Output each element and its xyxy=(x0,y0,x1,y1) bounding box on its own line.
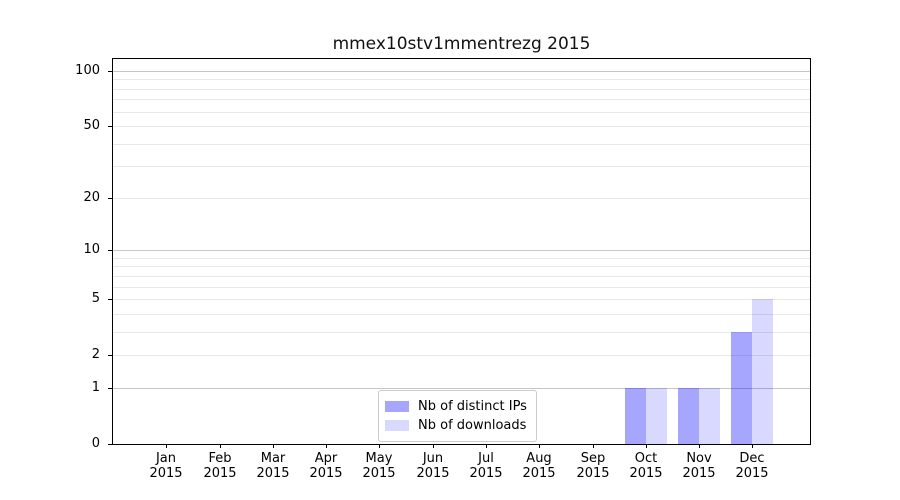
x-tick xyxy=(433,444,434,448)
legend-swatch xyxy=(385,401,409,412)
chart-title: mmex10stv1mmentrezg 2015 xyxy=(332,34,591,54)
x-tick xyxy=(539,444,540,448)
legend-item: Nb of downloads xyxy=(385,416,527,435)
y-gridline-major xyxy=(113,388,810,389)
y-gridline-minor xyxy=(113,126,810,127)
x-tick xyxy=(646,444,647,448)
y-gridline-minor xyxy=(113,287,810,288)
bar xyxy=(752,299,773,444)
x-tick-year: 2015 xyxy=(682,466,716,481)
x-tick-month: Jun xyxy=(422,451,444,466)
y-tick xyxy=(108,299,112,300)
legend-item: Nb of distinct IPs xyxy=(385,397,527,416)
y-gridline-major xyxy=(113,71,810,72)
x-tick-year: 2015 xyxy=(629,466,663,481)
y-tick xyxy=(108,250,112,251)
y-tick-label: 5 xyxy=(91,291,100,306)
y-gridline-minor xyxy=(113,166,810,167)
y-tick xyxy=(108,355,112,356)
y-gridline-minor xyxy=(113,99,810,100)
x-tick-year: 2015 xyxy=(362,466,396,481)
x-tick-year: 2015 xyxy=(309,466,343,481)
legend-swatch xyxy=(385,420,409,431)
y-gridline-minor xyxy=(113,198,810,199)
y-gridline-minor xyxy=(113,112,810,113)
y-gridline-minor xyxy=(113,144,810,145)
y-tick xyxy=(108,444,112,445)
bar xyxy=(646,388,667,444)
x-tick-label: Sep 2015 xyxy=(562,451,624,481)
x-tick-year: 2015 xyxy=(522,466,556,481)
x-tick xyxy=(699,444,700,448)
x-tick-month: Mar xyxy=(260,451,286,466)
x-tick-label: Apr 2015 xyxy=(295,451,357,481)
x-tick-label: Dec 2015 xyxy=(721,451,783,481)
x-tick-year: 2015 xyxy=(735,466,769,481)
x-tick-month: Dec xyxy=(739,451,765,466)
y-gridline-minor xyxy=(113,89,810,90)
x-tick-year: 2015 xyxy=(203,466,237,481)
x-tick-label: Oct 2015 xyxy=(615,451,677,481)
y-gridline-minor xyxy=(113,332,810,333)
y-gridline-minor xyxy=(113,314,810,315)
y-tick-label: 50 xyxy=(83,118,100,133)
x-tick-year: 2015 xyxy=(149,466,183,481)
x-tick-month: May xyxy=(365,451,393,466)
x-tick-month: Feb xyxy=(208,451,232,466)
x-tick xyxy=(379,444,380,448)
x-tick-month: Jul xyxy=(478,451,494,466)
x-tick xyxy=(752,444,753,448)
x-tick xyxy=(273,444,274,448)
y-tick-label: 2 xyxy=(91,347,100,362)
x-tick-label: Jan 2015 xyxy=(135,451,197,481)
x-tick-year: 2015 xyxy=(469,466,503,481)
x-tick xyxy=(166,444,167,448)
y-gridline-minor xyxy=(113,355,810,356)
y-tick xyxy=(108,71,112,72)
x-tick-month: Oct xyxy=(634,451,658,466)
bar xyxy=(731,332,752,444)
x-tick-year: 2015 xyxy=(416,466,450,481)
y-tick xyxy=(108,126,112,127)
x-tick xyxy=(220,444,221,448)
y-gridline-major xyxy=(113,250,810,251)
x-tick-label: Feb 2015 xyxy=(189,451,251,481)
y-gridline-minor xyxy=(113,299,810,300)
x-tick-label: Jun 2015 xyxy=(402,451,464,481)
legend-label: Nb of downloads xyxy=(418,418,527,433)
x-tick-label: Nov 2015 xyxy=(668,451,730,481)
plot-area xyxy=(112,58,811,445)
x-tick-label: Mar 2015 xyxy=(242,451,304,481)
x-tick-label: Aug 2015 xyxy=(508,451,570,481)
y-tick-label: 10 xyxy=(83,242,100,257)
x-tick xyxy=(326,444,327,448)
x-tick-year: 2015 xyxy=(256,466,290,481)
bar xyxy=(699,388,720,444)
x-tick-label: Jul 2015 xyxy=(455,451,517,481)
x-tick-month: Aug xyxy=(526,451,552,466)
y-tick-label: 1 xyxy=(91,380,100,395)
x-tick-month: Jan xyxy=(155,451,177,466)
y-tick-label: 100 xyxy=(75,63,100,78)
y-gridline-minor xyxy=(113,276,810,277)
y-tick-label: 20 xyxy=(83,190,100,205)
x-tick-label: May 2015 xyxy=(348,451,410,481)
y-tick xyxy=(108,388,112,389)
bar xyxy=(678,388,699,444)
x-tick-month: Apr xyxy=(314,451,338,466)
bar xyxy=(625,388,646,444)
y-gridline-minor xyxy=(113,79,810,80)
legend: Nb of distinct IPs Nb of downloads xyxy=(378,390,537,442)
y-tick xyxy=(108,198,112,199)
y-gridline-minor xyxy=(113,266,810,267)
x-tick xyxy=(593,444,594,448)
y-gridline-minor xyxy=(113,258,810,259)
y-tick-label: 0 xyxy=(91,436,100,451)
x-tick-month: Sep xyxy=(580,451,606,466)
x-tick xyxy=(486,444,487,448)
legend-label: Nb of distinct IPs xyxy=(418,399,527,414)
x-tick-year: 2015 xyxy=(576,466,610,481)
x-tick-month: Nov xyxy=(686,451,712,466)
